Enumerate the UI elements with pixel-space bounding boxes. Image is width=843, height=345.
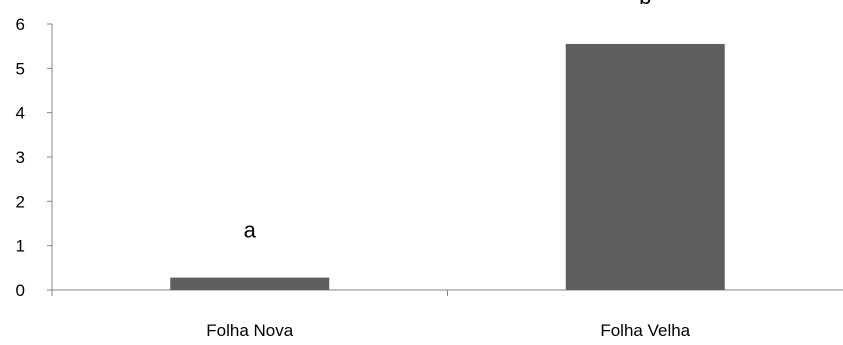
bar-labels: ab — [244, 0, 652, 243]
bar-folha-nova — [170, 277, 330, 290]
y-tick-label: 4 — [16, 104, 25, 123]
y-axis: 0 1 2 3 4 5 6 — [16, 15, 53, 300]
y-tick-label: 3 — [16, 148, 25, 167]
significance-label: a — [244, 218, 257, 243]
y-tick-label: 1 — [16, 237, 25, 256]
x-category-label: Folha Nova — [206, 321, 293, 340]
bars — [170, 43, 725, 291]
significance-label: b — [639, 0, 651, 9]
y-tick-label: 6 — [16, 15, 25, 34]
x-category-label: Folha Velha — [600, 321, 690, 340]
y-tick-label: 5 — [16, 59, 25, 78]
bar-folha-velha — [565, 43, 725, 291]
y-tick-label: 0 — [16, 281, 25, 300]
y-tick-label: 2 — [16, 192, 25, 211]
x-axis: Folha Nova Folha Velha — [51, 289, 843, 340]
